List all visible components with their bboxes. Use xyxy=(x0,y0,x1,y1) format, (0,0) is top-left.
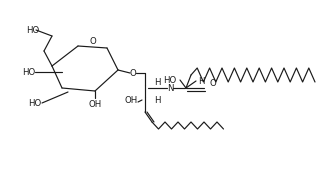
Text: O: O xyxy=(130,68,137,78)
Text: HO: HO xyxy=(28,98,41,107)
Text: H: H xyxy=(198,77,204,85)
Text: OH: OH xyxy=(125,95,138,105)
Text: HO: HO xyxy=(22,68,35,77)
Text: HO: HO xyxy=(163,75,176,85)
Text: H: H xyxy=(154,95,161,105)
Text: O: O xyxy=(90,36,96,46)
Text: N: N xyxy=(167,83,173,92)
Text: HO: HO xyxy=(26,26,39,34)
Text: H: H xyxy=(154,78,161,87)
Text: O: O xyxy=(210,78,217,88)
Text: OH: OH xyxy=(88,100,102,108)
